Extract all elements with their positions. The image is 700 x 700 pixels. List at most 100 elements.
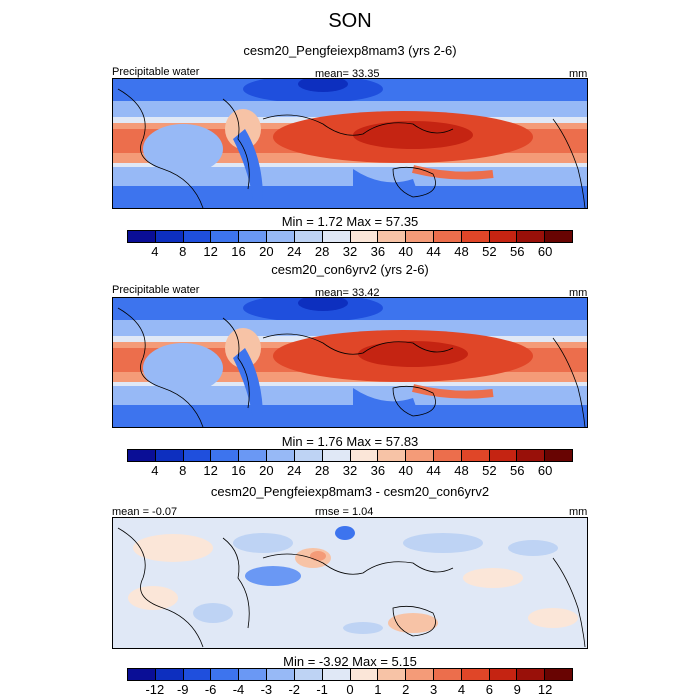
colorbar-tick-label: 3 bbox=[430, 682, 438, 697]
colorbar-swatch bbox=[155, 669, 184, 680]
panel-1-subtitle: cesm20_Pengfeiexp8mam3 (yrs 2-6) bbox=[243, 43, 457, 58]
colorbar-tick-label: -1 bbox=[316, 682, 328, 697]
colorbar-tick-label: 56 bbox=[510, 244, 525, 259]
colorbar-tick-label: 36 bbox=[370, 244, 386, 259]
colorbar-tick-label: 2 bbox=[402, 682, 410, 697]
panel-3-field bbox=[113, 518, 587, 648]
colorbar-tick-label: 52 bbox=[482, 463, 497, 478]
colorbar-swatch bbox=[489, 231, 518, 242]
panel-3-rmse-label: rmse = 1.04 bbox=[315, 506, 374, 518]
panel-1-minmax: Min = 1.72 Max = 57.35 bbox=[281, 214, 419, 229]
colorbar-swatch bbox=[461, 669, 490, 680]
colorbar-swatch bbox=[406, 450, 434, 461]
colorbar-tick-label: 12 bbox=[537, 682, 553, 697]
colorbar-tick-label: 20 bbox=[259, 244, 274, 259]
panel-3-map bbox=[112, 517, 588, 649]
colorbar-swatch bbox=[378, 669, 407, 680]
colorbar-swatch bbox=[545, 231, 572, 242]
colorbar-swatch bbox=[378, 231, 407, 242]
colorbar-swatch bbox=[183, 450, 212, 461]
colorbar-swatch bbox=[239, 450, 268, 461]
colorbar-swatch bbox=[294, 450, 323, 461]
colorbar-swatch bbox=[489, 450, 518, 461]
colorbar-swatch bbox=[267, 669, 295, 680]
colorbar-swatch bbox=[183, 669, 212, 680]
colorbar-swatch bbox=[128, 669, 156, 680]
colorbar-tick-label: 48 bbox=[454, 463, 469, 478]
colorbar-swatch bbox=[183, 231, 212, 242]
colorbar-swatch bbox=[239, 669, 268, 680]
colorbar-swatch bbox=[350, 669, 379, 680]
colorbar-tick-label: -6 bbox=[204, 682, 217, 697]
colorbar-tick-label: 0 bbox=[346, 682, 354, 697]
panel-1-left-label: Precipitable water bbox=[112, 66, 200, 78]
colorbar-tick-label: 40 bbox=[398, 463, 413, 478]
colorbar-swatch bbox=[155, 450, 184, 461]
colorbar-tick-label: 32 bbox=[342, 244, 358, 259]
colorbar-tick-label: 24 bbox=[287, 244, 302, 259]
colorbar-swatch bbox=[128, 231, 156, 242]
colorbar-swatch bbox=[128, 450, 156, 461]
panel-2-subtitle: cesm20_con6yrv2 (yrs 2-6) bbox=[271, 262, 429, 277]
panel-3-mean-label: mean = -0.07 bbox=[112, 506, 178, 518]
colorbar-tick-label: -2 bbox=[288, 682, 301, 697]
colorbar-tick-label: 4 bbox=[151, 463, 159, 478]
colorbar-tick-label: 48 bbox=[454, 244, 469, 259]
colorbar-tick-label: 20 bbox=[259, 463, 274, 478]
colorbar-swatch bbox=[155, 231, 184, 242]
colorbar-swatch bbox=[517, 669, 546, 680]
colorbar-tick-label: 8 bbox=[179, 463, 187, 478]
colorbar-tick-label: 60 bbox=[537, 463, 553, 478]
panel-2-colorbar bbox=[127, 449, 573, 462]
colorbar-tick-label: 44 bbox=[426, 463, 441, 478]
colorbar-swatch bbox=[322, 231, 351, 242]
panel-2-field bbox=[113, 298, 587, 427]
colorbar-swatch bbox=[322, 669, 351, 680]
panel-2-left-label: Precipitable water bbox=[112, 284, 200, 296]
panel-2-colorbar-ticks: 4 8 12 16 20 24 28 32 36 40 44 48 52 56 60 bbox=[127, 463, 573, 479]
colorbar-tick-label: 12 bbox=[203, 463, 218, 478]
colorbar-tick-label: -4 bbox=[232, 682, 245, 697]
colorbar-tick-label: 24 bbox=[287, 463, 302, 478]
colorbar-swatch bbox=[517, 450, 546, 461]
panel-1-colorbar-ticks: 4 8 12 16 20 24 28 32 36 40 44 48 52 56 60 bbox=[127, 244, 573, 260]
colorbar-tick-label: 8 bbox=[179, 244, 187, 259]
colorbar-swatch bbox=[211, 231, 240, 242]
colorbar-swatch bbox=[239, 231, 268, 242]
panel-1-units-label: mm bbox=[569, 68, 588, 80]
panel-3-colorbar-ticks: -12 -9 -6 -4 -3 -2 -1 0 1 2 3 4 6 9 12 bbox=[127, 682, 573, 698]
colorbar-tick-label: -12 bbox=[145, 682, 165, 697]
colorbar-tick-label: 60 bbox=[537, 244, 553, 259]
colorbar-tick-label: 32 bbox=[342, 463, 358, 478]
colorbar-tick-label: -3 bbox=[260, 682, 273, 697]
colorbar-swatch bbox=[433, 669, 462, 680]
colorbar-swatch bbox=[294, 231, 323, 242]
panel-2-mean-label: mean= 33.42 bbox=[315, 287, 380, 299]
colorbar-swatch bbox=[433, 450, 462, 461]
colorbar-tick-label: 1 bbox=[374, 682, 382, 697]
colorbar-swatch bbox=[350, 231, 379, 242]
colorbar-swatch bbox=[433, 231, 462, 242]
colorbar-tick-label: 52 bbox=[482, 244, 497, 259]
panel-2-map bbox=[112, 297, 588, 428]
colorbar-tick-label: 4 bbox=[151, 244, 159, 259]
colorbar-swatch bbox=[378, 450, 407, 461]
colorbar-swatch bbox=[545, 450, 572, 461]
colorbar-swatch bbox=[322, 450, 351, 461]
panel-3-units-label: mm bbox=[569, 506, 588, 518]
colorbar-tick-label: 44 bbox=[426, 244, 441, 259]
panel-1-colorbar bbox=[127, 230, 573, 243]
colorbar-tick-label: 9 bbox=[513, 682, 521, 697]
colorbar-swatch bbox=[406, 231, 434, 242]
panel-3-minmax: Min = -3.92 Max = 5.15 bbox=[283, 654, 417, 669]
colorbar-tick-label: 56 bbox=[510, 463, 525, 478]
panel-2-units-label: mm bbox=[569, 287, 588, 299]
panel-2-minmax: Min = 1.76 Max = 57.83 bbox=[281, 434, 419, 449]
figure-title: SON bbox=[328, 10, 372, 32]
colorbar-tick-label: 40 bbox=[398, 244, 413, 259]
colorbar-tick-label: -9 bbox=[176, 682, 189, 697]
colorbar-swatch bbox=[294, 669, 323, 680]
colorbar-swatch bbox=[267, 231, 295, 242]
colorbar-tick-label: 12 bbox=[203, 244, 218, 259]
colorbar-swatch bbox=[489, 669, 518, 680]
